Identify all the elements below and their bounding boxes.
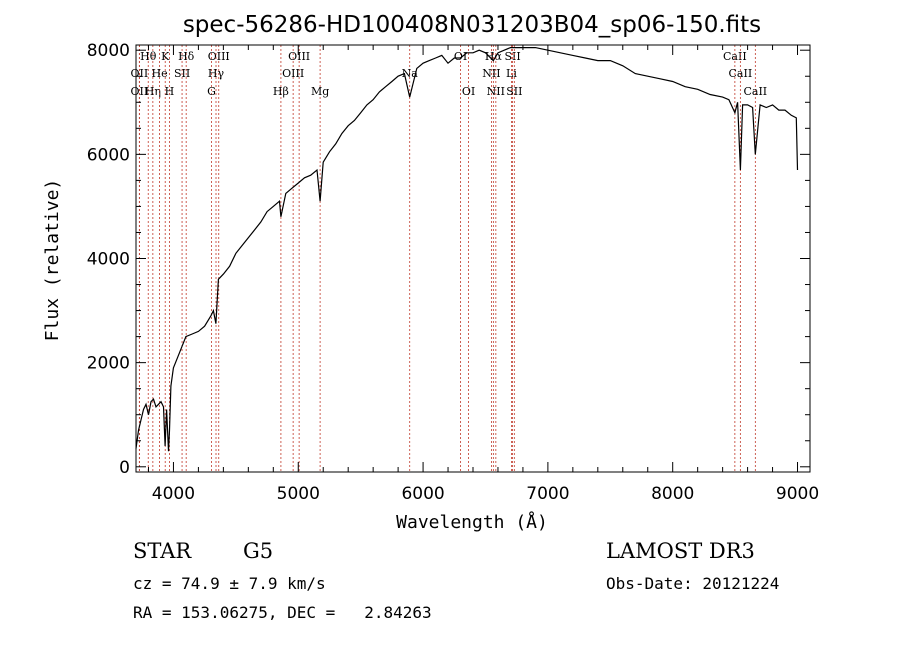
line-marker-label-2: OII xyxy=(131,85,149,98)
spectrum-series-line xyxy=(135,46,799,452)
line-marker-label-21: NII xyxy=(487,85,505,98)
y-axis-label: Flux (relative) xyxy=(42,179,63,342)
x-tick-label-3: 7000 xyxy=(526,484,569,504)
line-marker-label-24: SII xyxy=(506,85,522,98)
line-marker-label-17: OI xyxy=(454,50,467,63)
line-marker-label-0: Hθ xyxy=(140,50,157,63)
object-subclass: G5 xyxy=(243,539,274,563)
line-marker-label-23: Li xyxy=(506,67,517,80)
line-marker-label-13: OIII xyxy=(288,50,310,63)
line-marker-label-7: SII xyxy=(174,67,190,80)
y-tick-label-4: 8000 xyxy=(87,41,130,61)
y-tick-label-3: 6000 xyxy=(87,145,130,165)
line-marker-label-20: NII xyxy=(482,67,500,80)
line-marker-label-15: Mg xyxy=(311,85,329,98)
survey-name: LAMOST DR3 xyxy=(606,539,755,563)
x-tick-label-1: 5000 xyxy=(277,484,320,504)
line-marker-label-12: Hβ xyxy=(273,85,289,98)
redshift-cz: cz = 74.9 ± 7.9 km/s xyxy=(133,574,326,593)
line-marker-label-9: OIII xyxy=(208,50,230,63)
x-axis-label: Wavelength (Å) xyxy=(396,511,548,533)
x-tick-label-2: 6000 xyxy=(401,484,444,504)
line-marker-label-22: SII xyxy=(504,50,520,63)
line-marker-label-25: CaII xyxy=(723,50,747,63)
line-marker-label-8: Hδ xyxy=(178,50,195,63)
y-tick-label-2: 4000 xyxy=(87,250,130,270)
x-tick-label-5: 9000 xyxy=(776,484,819,504)
y-tick-label-0: 0 xyxy=(119,458,130,478)
line-marker-label-11: G xyxy=(207,85,216,98)
plot-frame xyxy=(135,44,811,473)
line-marker-label-14: OIII xyxy=(282,67,304,80)
chart-title: spec-56286-HD100408N031203B04_sp06-150.f… xyxy=(183,12,761,38)
line-marker-label-27: CaII xyxy=(743,85,767,98)
line-marker-label-3: Hη xyxy=(145,85,161,98)
line-marker-label-10: Hγ xyxy=(208,67,225,80)
object-class: STAR xyxy=(133,539,192,563)
line-marker-label-16: Na xyxy=(402,67,419,80)
line-marker-label-18: OI xyxy=(462,85,475,98)
x-tick-label-4: 8000 xyxy=(651,484,694,504)
observation-date: Obs-Date: 20121224 xyxy=(606,574,780,593)
line-marker-label-6: H xyxy=(165,85,175,98)
x-tick-label-0: 4000 xyxy=(152,484,195,504)
line-marker-label-4: K xyxy=(161,50,170,63)
coordinates: RA = 153.06275, DEC = 2.84263 xyxy=(133,603,432,622)
axis-ticks: 4000 5000 6000 7000 8000 9000 0 2000 4000 6000 800… xyxy=(87,41,819,504)
line-marker-label-5: He xyxy=(152,67,168,80)
line-marker-label-26: CaII xyxy=(729,67,753,80)
y-tick-label-1: 2000 xyxy=(87,354,130,374)
